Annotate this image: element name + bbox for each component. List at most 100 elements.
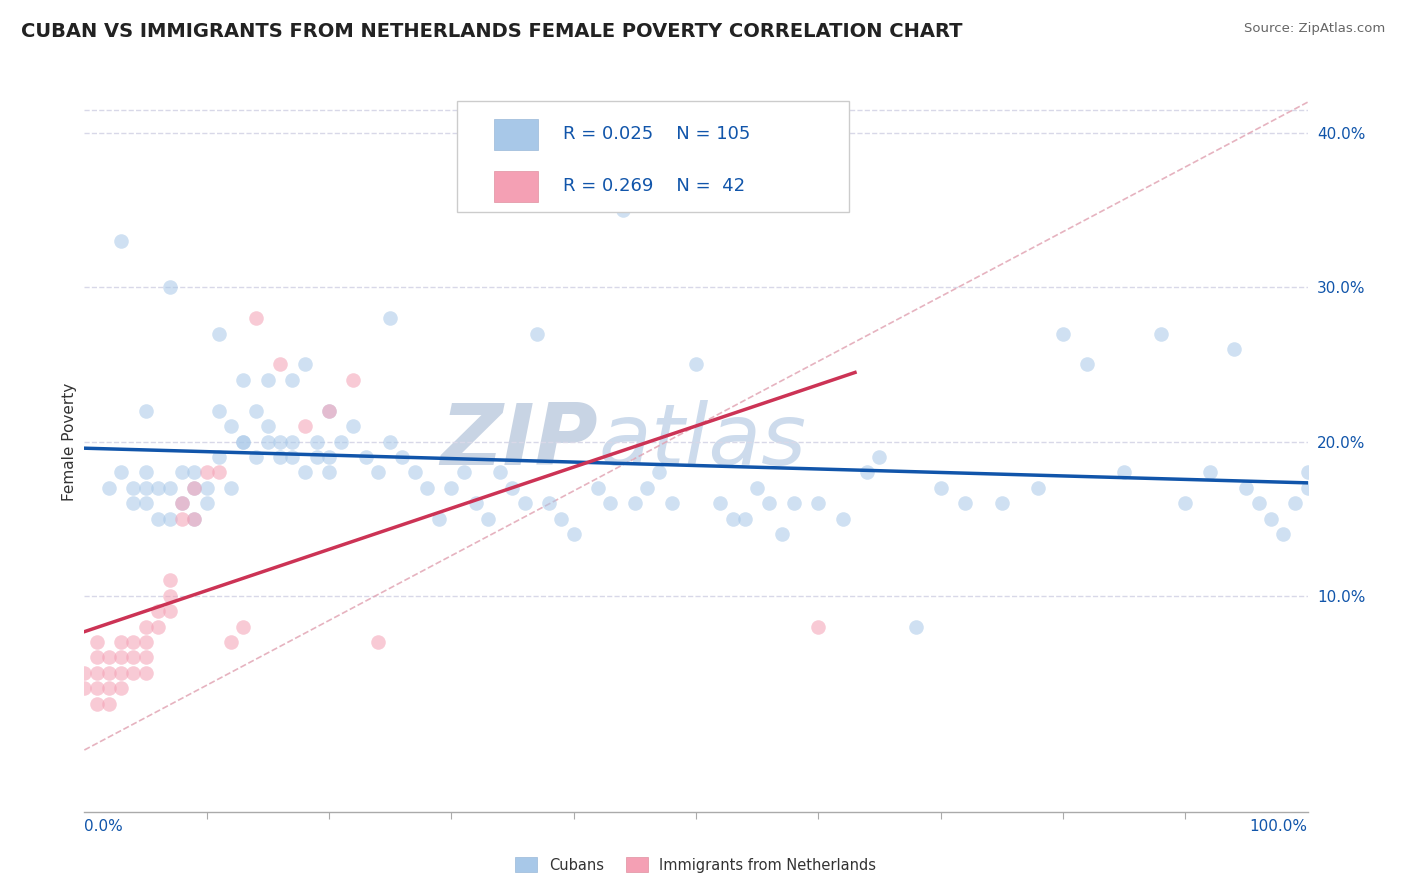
- Point: [86, 681, 108, 696]
- Point: [550, 511, 572, 525]
- Point: [73, 681, 96, 696]
- Point: [783, 496, 806, 510]
- Point: [257, 373, 280, 387]
- Point: [159, 574, 181, 588]
- Point: [526, 326, 548, 341]
- Point: [195, 496, 218, 510]
- FancyBboxPatch shape: [457, 101, 849, 212]
- Point: [245, 403, 267, 417]
- Point: [73, 665, 96, 680]
- Text: 0.0%: 0.0%: [84, 820, 124, 834]
- Point: [135, 496, 157, 510]
- FancyBboxPatch shape: [494, 170, 538, 202]
- Point: [391, 450, 413, 464]
- Point: [330, 434, 353, 449]
- Point: [122, 496, 145, 510]
- Point: [562, 527, 585, 541]
- Point: [453, 466, 475, 480]
- Text: R = 0.025    N = 105: R = 0.025 N = 105: [562, 125, 749, 144]
- Point: [599, 496, 621, 510]
- Point: [110, 650, 132, 665]
- Point: [318, 403, 340, 417]
- Point: [135, 481, 157, 495]
- Point: [97, 481, 120, 495]
- Point: [1052, 326, 1074, 341]
- Point: [110, 234, 132, 248]
- Text: 100.0%: 100.0%: [1250, 820, 1308, 834]
- Point: [146, 481, 169, 495]
- Point: [159, 481, 181, 495]
- Point: [183, 481, 205, 495]
- Point: [183, 466, 205, 480]
- Point: [245, 311, 267, 326]
- Point: [172, 496, 194, 510]
- Point: [208, 450, 231, 464]
- Point: [269, 450, 291, 464]
- Point: [685, 358, 707, 372]
- Point: [208, 403, 231, 417]
- Legend: Cubans, Immigrants from Netherlands: Cubans, Immigrants from Netherlands: [509, 851, 883, 879]
- Point: [245, 450, 267, 464]
- Point: [721, 511, 744, 525]
- Text: atlas: atlas: [598, 400, 806, 483]
- Point: [489, 466, 512, 480]
- Point: [869, 450, 891, 464]
- Point: [97, 697, 120, 711]
- Point: [110, 665, 132, 680]
- Point: [1284, 496, 1306, 510]
- Point: [86, 665, 108, 680]
- Point: [97, 650, 120, 665]
- Point: [195, 466, 218, 480]
- Point: [831, 511, 853, 525]
- Point: [195, 481, 218, 495]
- Point: [1174, 496, 1197, 510]
- Point: [159, 604, 181, 618]
- Point: [305, 450, 328, 464]
- Point: [257, 434, 280, 449]
- Point: [97, 681, 120, 696]
- Point: [219, 419, 242, 434]
- Point: [305, 434, 328, 449]
- Y-axis label: Female Poverty: Female Poverty: [62, 383, 77, 500]
- Point: [1114, 466, 1136, 480]
- Point: [135, 665, 157, 680]
- Point: [159, 589, 181, 603]
- Text: Source: ZipAtlas.com: Source: ZipAtlas.com: [1244, 22, 1385, 36]
- Point: [172, 466, 194, 480]
- Point: [257, 419, 280, 434]
- Point: [1272, 527, 1295, 541]
- Point: [1223, 342, 1246, 356]
- Point: [122, 635, 145, 649]
- Point: [122, 665, 145, 680]
- Point: [232, 619, 254, 633]
- Point: [135, 619, 157, 633]
- Point: [110, 681, 132, 696]
- Point: [538, 496, 561, 510]
- Point: [135, 635, 157, 649]
- Point: [232, 434, 254, 449]
- Text: R = 0.269    N =  42: R = 0.269 N = 42: [562, 178, 745, 195]
- Point: [367, 635, 389, 649]
- Point: [135, 466, 157, 480]
- Point: [183, 511, 205, 525]
- Point: [172, 511, 194, 525]
- Point: [1260, 511, 1282, 525]
- Point: [342, 373, 364, 387]
- Point: [354, 450, 377, 464]
- Point: [427, 511, 450, 525]
- Point: [1296, 466, 1319, 480]
- Point: [513, 496, 536, 510]
- Point: [440, 481, 463, 495]
- Text: ZIP: ZIP: [440, 400, 598, 483]
- Point: [208, 326, 231, 341]
- Point: [747, 481, 769, 495]
- Point: [146, 619, 169, 633]
- Point: [294, 466, 316, 480]
- Point: [709, 496, 731, 510]
- Point: [624, 496, 647, 510]
- Point: [110, 466, 132, 480]
- Point: [991, 496, 1014, 510]
- Point: [770, 527, 793, 541]
- Point: [294, 358, 316, 372]
- Point: [636, 481, 658, 495]
